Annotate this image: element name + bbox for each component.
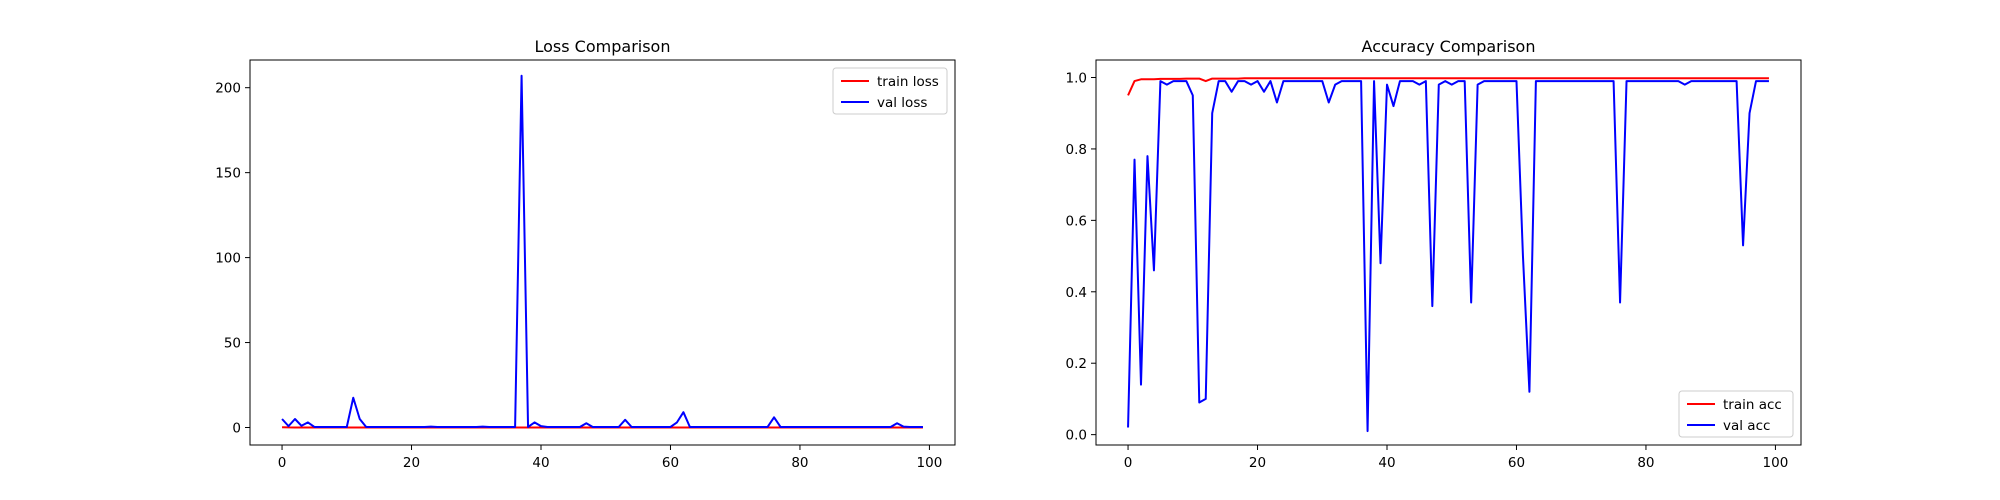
loss-x-tick-label: 60 bbox=[662, 455, 679, 471]
loss-y-tick-label: 150 bbox=[215, 166, 241, 182]
accuracy-x-tick-label: 20 bbox=[1249, 455, 1266, 471]
accuracy-series-group bbox=[1127, 77, 1769, 433]
accuracy-x-tick-label: 80 bbox=[1637, 455, 1654, 471]
loss-axes-frame bbox=[249, 59, 956, 446]
accuracy-y-tick-label: 0.0 bbox=[1066, 428, 1087, 444]
accuracy-x-tick-label: 0 bbox=[1124, 455, 1133, 471]
accuracy-axes-frame bbox=[1095, 59, 1802, 446]
loss-series-group bbox=[281, 74, 923, 429]
loss-x-tick-label: 80 bbox=[791, 455, 808, 471]
loss-y-tick-label: 50 bbox=[224, 336, 241, 352]
loss-chart-title: Loss Comparison bbox=[535, 37, 671, 56]
accuracy-y-tick-label: 0.2 bbox=[1066, 356, 1087, 372]
loss-x-tick-label: 0 bbox=[278, 455, 287, 471]
loss-x-tick-label: 20 bbox=[403, 455, 420, 471]
accuracy-x-tick-label: 60 bbox=[1508, 455, 1525, 471]
loss-x-tick-label: 100 bbox=[917, 455, 943, 471]
train-loss-legend-label: train loss bbox=[877, 74, 939, 90]
accuracy-y-tick-label: 0.8 bbox=[1066, 142, 1087, 158]
loss-y-tick-label: 200 bbox=[215, 81, 241, 97]
accuracy-comparison-panel: Accuracy Comparison 0 20 40 60 80 100 0.0 0.2 0.… bbox=[1066, 37, 1802, 471]
accuracy-legend: train acc val acc bbox=[1678, 390, 1794, 438]
val-acc-line bbox=[1127, 80, 1769, 433]
accuracy-y-tick-label: 0.6 bbox=[1066, 213, 1087, 229]
loss-comparison-panel: Loss Comparison 0 20 40 60 80 100 0 50 100 150 200… bbox=[215, 37, 956, 471]
accuracy-x-tick-label: 40 bbox=[1378, 455, 1395, 471]
loss-y-tick-label: 0 bbox=[232, 421, 241, 437]
accuracy-x-tick-label: 100 bbox=[1763, 455, 1789, 471]
loss-legend: train loss val loss bbox=[832, 67, 948, 115]
train-acc-legend-label: train acc bbox=[1723, 397, 1782, 413]
accuracy-y-tick-label: 1.0 bbox=[1066, 71, 1087, 87]
val-loss-legend-label: val loss bbox=[877, 95, 927, 111]
val-acc-legend-label: val acc bbox=[1723, 418, 1770, 434]
accuracy-chart-title: Accuracy Comparison bbox=[1362, 37, 1536, 56]
train-acc-line bbox=[1127, 77, 1769, 96]
loss-y-tick-label: 100 bbox=[215, 251, 241, 267]
val-loss-line bbox=[281, 74, 923, 428]
loss-x-tick-label: 40 bbox=[532, 455, 549, 471]
accuracy-y-tick-label: 0.4 bbox=[1066, 285, 1087, 301]
